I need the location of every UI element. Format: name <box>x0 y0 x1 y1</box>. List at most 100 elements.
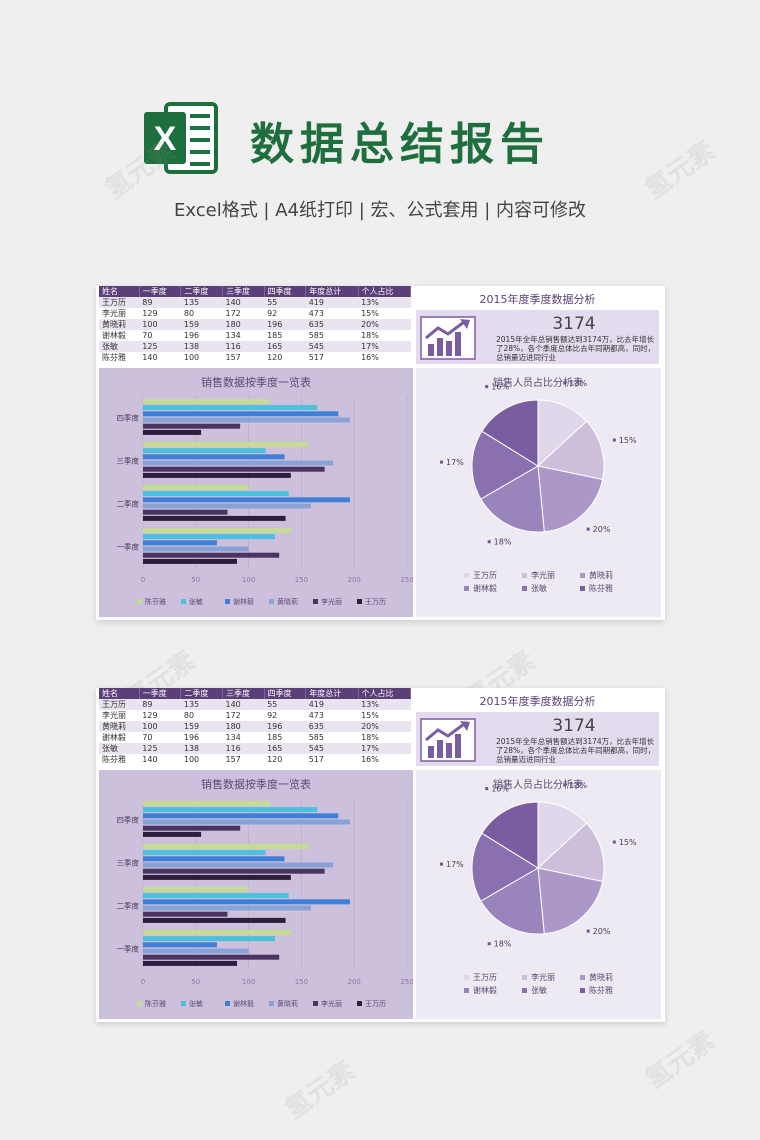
table-cell: 473 <box>305 308 359 319</box>
table-row: 张敏 125 138 116 165 545 17% <box>99 341 411 352</box>
table-row: 黄晓莉 100 159 180 196 635 20% <box>99 319 411 330</box>
table-row: 陈芬雅 140 100 157 120 517 16% <box>99 352 411 363</box>
legend-swatch <box>269 1001 274 1006</box>
bar <box>143 491 289 497</box>
y-tick-label: 一季度 <box>117 944 140 954</box>
table-cell: 129 <box>139 710 181 721</box>
legend-label: 陈芬雅 <box>589 985 613 995</box>
table-cell: 585 <box>305 330 359 341</box>
pie-label-dot <box>440 460 444 464</box>
bar <box>143 954 280 960</box>
table-cell: 185 <box>264 330 306 341</box>
bar-chart-title: 销售数据按季度一览表 <box>201 777 311 791</box>
bar <box>143 819 350 825</box>
pie-slice <box>481 801 539 869</box>
legend-swatch <box>225 599 230 604</box>
pie-chart-panel: 销售人员占比分析表 13% 15% 20% 18% 17% 16% 王万历 李光丽 黄晓莉 谢林毅 张… <box>416 368 661 617</box>
table-header-row: 姓名 一季度 二季度 三季度 四季度 年度总计 个人占比 <box>99 286 412 297</box>
table-header-cell: 四季度 <box>264 286 307 297</box>
table-cell: 陈芬雅 <box>99 352 140 363</box>
table-header-cell: 年度总计 <box>305 286 359 297</box>
analysis-text: 2015年全年总销售额达到3174万，比去年增长了28%，各个季度总体比去年同期… <box>496 737 656 764</box>
y-tick-label: 二季度 <box>117 901 140 911</box>
x-tick-label: 250 <box>400 978 413 986</box>
pie-label-dot <box>612 438 616 442</box>
bar <box>143 441 309 447</box>
x-tick-label: 100 <box>242 576 255 584</box>
legend-swatch <box>464 586 469 591</box>
table-cell: 135 <box>180 297 223 308</box>
table-cell: 100 <box>139 319 181 330</box>
table-cell: 140 <box>139 754 181 765</box>
table-cell: 517 <box>305 754 359 765</box>
table-cell: 黄晓莉 <box>99 319 140 330</box>
legend-swatch <box>357 599 362 604</box>
pie-slice <box>471 832 539 902</box>
analysis-block: 2015年度季度数据分析 3174 2015年全年总销售额达到3174万，比去年… <box>414 286 661 366</box>
legend-label: 张敏 <box>189 597 203 606</box>
pie-slice <box>536 420 605 481</box>
total-sales-number: 3174 <box>552 716 596 736</box>
pie-slice <box>537 801 588 870</box>
bar-chart: 销售数据按季度一览表 0 50 100 150 200 250 一季度 二季度 三季度 四季度陈芬雅… <box>117 777 414 1008</box>
table-header-cell: 个人占比 <box>358 688 412 699</box>
table-cell: 157 <box>222 352 265 363</box>
y-tick-label: 三季度 <box>117 858 140 868</box>
table-cell: 517 <box>305 352 359 363</box>
page-title: 数据总结报告 <box>250 119 550 170</box>
pie-data-label: 20% <box>593 525 611 534</box>
pie-label-dot <box>485 787 489 791</box>
pie-label-dot <box>485 385 489 389</box>
table-cell: 196 <box>264 721 306 732</box>
pie-data-label: 20% <box>593 927 611 936</box>
table-row: 黄晓莉 100 159 180 196 635 20% <box>99 721 411 732</box>
table-cell: 545 <box>305 743 359 754</box>
y-tick-label: 一季度 <box>117 542 140 552</box>
legend-swatch <box>580 573 585 578</box>
legend-label: 陈芬雅 <box>145 597 166 606</box>
table-header-cell: 一季度 <box>139 286 182 297</box>
table-cell: 120 <box>264 754 306 765</box>
table-cell: 70 <box>139 732 181 743</box>
x-tick-label: 50 <box>191 978 200 986</box>
pie-slice <box>480 867 545 935</box>
legend-swatch <box>137 1001 142 1006</box>
bar <box>143 942 217 948</box>
table-cell: 89 <box>139 297 181 308</box>
table-cell: 129 <box>139 308 181 319</box>
table-cell: 473 <box>305 710 359 721</box>
table-cell: 黄晓莉 <box>99 721 140 732</box>
table-cell: 180 <box>222 721 265 732</box>
analysis-text: 2015年全年总销售额达到3174万，比去年增长了28%，各个季度总体比去年同期… <box>496 335 656 362</box>
x-tick-label: 150 <box>295 978 308 986</box>
table-header-cell: 三季度 <box>222 688 265 699</box>
pie-chart-title: 销售人员占比分析表 <box>493 778 583 791</box>
table-header-row: 姓名 一季度 二季度 三季度 四季度 年度总计 个人占比 <box>99 688 412 699</box>
legend-label: 黄晓莉 <box>277 999 298 1008</box>
table-cell: 15% <box>358 710 411 721</box>
bar <box>143 813 339 819</box>
table-cell: 134 <box>222 732 265 743</box>
watermark: 氢元素 <box>639 135 721 206</box>
table-header-cell: 一季度 <box>139 688 182 699</box>
x-tick-label: 50 <box>191 576 200 584</box>
table-cell: 70 <box>139 330 181 341</box>
analysis-title: 2015年度季度数据分析 <box>479 293 596 306</box>
pie-chart-title: 销售人员占比分析表 <box>493 376 583 389</box>
bar <box>143 405 318 411</box>
table-header-cell: 个人占比 <box>358 286 412 297</box>
table-header-cell: 年度总计 <box>305 688 359 699</box>
bar <box>143 466 325 472</box>
table-cell: 王万历 <box>99 699 140 710</box>
table-cell: 16% <box>358 754 411 765</box>
table-cell: 100 <box>180 352 223 363</box>
legend-swatch <box>522 975 527 980</box>
table-cell: 55 <box>264 297 306 308</box>
legend-swatch <box>522 586 527 591</box>
legend-label: 陈芬雅 <box>589 583 613 593</box>
bar-chart-title: 销售数据按季度一览表 <box>201 375 311 389</box>
bar <box>143 929 291 935</box>
bar <box>143 552 280 558</box>
pie-slice <box>481 399 539 467</box>
